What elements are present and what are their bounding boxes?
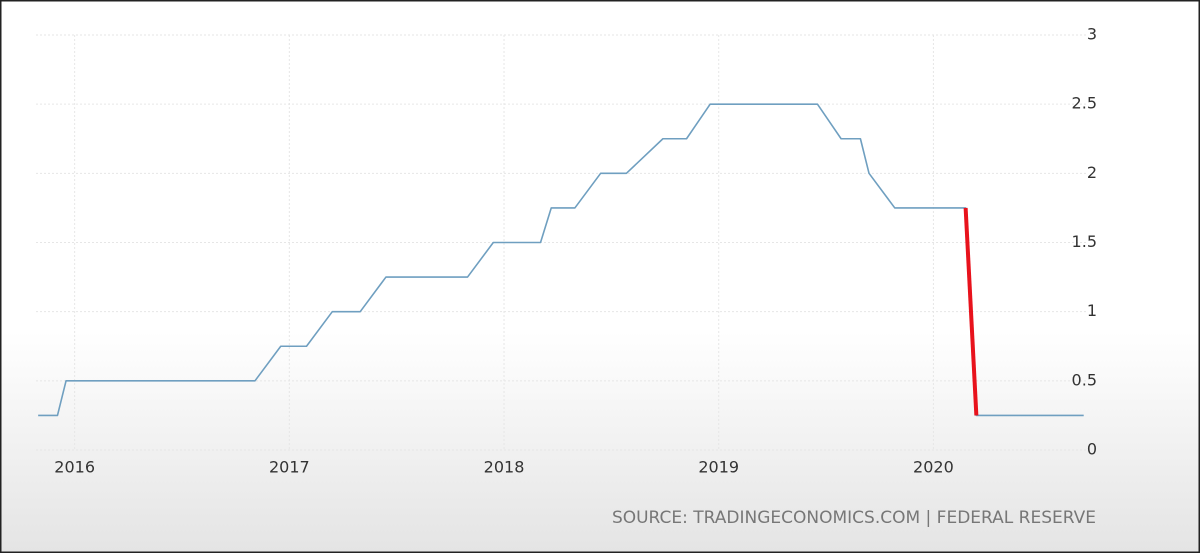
y-tick-label: 0 [1087, 440, 1097, 459]
x-tick-label: 2019 [698, 458, 739, 477]
y-tick-label: 1.5 [1072, 232, 1097, 251]
x-tick-label: 2017 [269, 458, 310, 477]
y-tick-label: 1 [1087, 301, 1097, 320]
y-tick-label: 0.5 [1072, 370, 1097, 389]
x-tick-label: 2016 [54, 458, 95, 477]
x-tick-label: 2020 [913, 458, 954, 477]
source: SOURCE: TRADINGECONOMICS.COM | FEDERAL R… [612, 508, 1096, 528]
y-tick-label: 2 [1087, 163, 1097, 182]
y-tick-label: 3 [1087, 25, 1097, 44]
line [38, 103, 1084, 417]
y-tick-label: 2.5 [1072, 94, 1097, 113]
line [963, 207, 979, 416]
x-tick-label: 2018 [484, 458, 525, 477]
